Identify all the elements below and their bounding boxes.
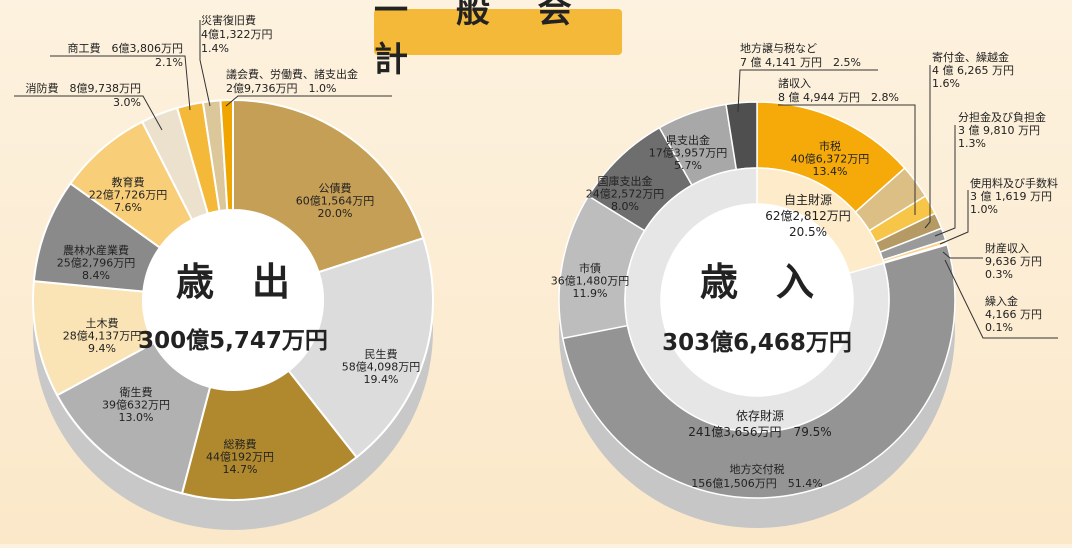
revenue-leader-2 bbox=[924, 65, 931, 229]
expenditure-label-10-name: 議会費、労働費、諸支出金 bbox=[226, 67, 358, 81]
revenue-label-9-percent: 8.0% bbox=[611, 200, 639, 213]
revenue-label-7-name: 地方交付税 bbox=[730, 462, 785, 476]
expenditure-label-7-line: 消防費 8億9,738万円 bbox=[26, 81, 142, 95]
expenditure-label-1-amount: 58億4,098万円 bbox=[342, 361, 421, 374]
revenue-label-3-amount: 3 億 9,810 万円 bbox=[958, 124, 1040, 137]
expenditure-label-10-line: 2億9,736万円 1.0% bbox=[226, 82, 336, 95]
revenue-label-0-amount: 40億6,372万円 bbox=[791, 153, 870, 166]
expenditure-label-5-amount: 25億2,796万円 bbox=[57, 257, 136, 270]
revenue-label-11-line: 7 億 4,141 万円 2.5% bbox=[740, 56, 861, 69]
revenue-inner-1-name: 依存財源 bbox=[736, 408, 784, 423]
revenue-label-6-name: 繰入金 bbox=[985, 294, 1018, 308]
revenue-chart: 歳 入 303億6,468万円 自主財源 62億2,812万円 20.5% 依存財源 241… bbox=[551, 41, 1058, 528]
revenue-leader-6 bbox=[944, 259, 1058, 339]
revenue-label-5-percent: 0.3% bbox=[985, 268, 1013, 281]
expenditure-label-9-amount: 4億1,322万円 bbox=[201, 28, 273, 41]
revenue-center-title: 歳 入 bbox=[700, 260, 814, 304]
revenue-label-10-percent: 5.7% bbox=[674, 159, 702, 172]
revenue-label-3-percent: 1.3% bbox=[958, 137, 986, 150]
revenue-label-6-amount: 4,166 万円 bbox=[985, 308, 1042, 321]
revenue-label-10-name: 県支出金 bbox=[666, 133, 710, 147]
expenditure-label-3-amount: 39億632万円 bbox=[102, 399, 170, 412]
revenue-label-10-amount: 17億3,957万円 bbox=[649, 147, 728, 160]
expenditure-label-1-percent: 19.4% bbox=[364, 373, 399, 386]
revenue-leader-3 bbox=[934, 125, 956, 237]
revenue-label-6-percent: 0.1% bbox=[985, 321, 1013, 334]
revenue-leader-11 bbox=[737, 69, 878, 113]
expenditure-label-0-amount: 60億1,564万円 bbox=[296, 195, 375, 208]
revenue-label-9-amount: 24億2,572万円 bbox=[586, 188, 665, 201]
revenue-label-11-name: 地方譲与税など bbox=[740, 41, 817, 55]
expenditure-center-title: 歳 出 bbox=[176, 260, 290, 304]
revenue-inner-1-line: 241億3,656万円 79.5% bbox=[688, 425, 831, 439]
expenditure-label-2-percent: 14.7% bbox=[223, 463, 258, 476]
revenue-label-0-name: 市税 bbox=[819, 139, 841, 153]
revenue-label-7-line: 156億1,506万円 51.4% bbox=[691, 477, 822, 490]
revenue-inner-0-name: 自主財源 bbox=[784, 192, 832, 207]
expenditure-label-8-line: 商工費 6億3,806万円 bbox=[68, 41, 184, 55]
revenue-label-2-name: 寄付金、繰越金 bbox=[932, 50, 1009, 64]
page-title: 一 般 会 計 bbox=[374, 0, 622, 80]
revenue-label-3-name: 分担金及び負担金 bbox=[958, 110, 1046, 124]
revenue-label-5-amount: 9,636 万円 bbox=[985, 255, 1042, 268]
expenditure-label-4-name: 土木費 bbox=[86, 316, 119, 330]
revenue-label-1-name: 諸収入 bbox=[778, 76, 811, 90]
expenditure-leader-8 bbox=[50, 55, 191, 111]
expenditure-leader-9 bbox=[199, 20, 211, 107]
expenditure-label-1-name: 民生費 bbox=[365, 347, 398, 361]
revenue-label-8-percent: 11.9% bbox=[573, 287, 608, 300]
expenditure-label-2-name: 総務費 bbox=[224, 437, 257, 451]
revenue-label-4-name: 使用料及び手数料 bbox=[970, 176, 1058, 190]
revenue-label-8-name: 市債 bbox=[579, 261, 601, 275]
expenditure-label-9-name: 災害復旧費 bbox=[201, 13, 256, 27]
revenue-leader-5 bbox=[942, 251, 983, 259]
expenditure-label-5-percent: 8.4% bbox=[82, 269, 110, 282]
expenditure-center bbox=[143, 210, 323, 390]
expenditure-leader-7 bbox=[14, 95, 163, 131]
revenue-inner-0-amount: 62億2,812万円 bbox=[765, 209, 851, 223]
revenue-center-total: 303億6,468万円 bbox=[662, 329, 852, 356]
revenue-label-5-name: 財産収入 bbox=[985, 241, 1029, 255]
expenditure-label-4-percent: 9.4% bbox=[88, 342, 116, 355]
revenue-center bbox=[661, 204, 853, 396]
revenue-label-0-percent: 13.4% bbox=[813, 165, 848, 178]
expenditure-label-7-percent: 3.0% bbox=[113, 96, 141, 109]
expenditure-label-6-percent: 7.6% bbox=[114, 201, 142, 214]
expenditure-label-2-amount: 44億192万円 bbox=[206, 451, 274, 464]
expenditure-label-5-name: 農林水産業費 bbox=[63, 243, 129, 257]
revenue-label-4-amount: 3 億 1,619 万円 bbox=[970, 190, 1052, 203]
revenue-label-9-name: 国庫支出金 bbox=[598, 174, 653, 188]
revenue-inner-0-percent: 20.5% bbox=[789, 225, 827, 239]
expenditure-label-6-amount: 22億7,726万円 bbox=[89, 189, 168, 202]
expenditure-leader-10 bbox=[225, 95, 392, 107]
expenditure-label-6-name: 教育費 bbox=[112, 175, 145, 189]
expenditure-label-9-percent: 1.4% bbox=[201, 42, 229, 55]
expenditure-label-3-name: 衛生費 bbox=[120, 385, 153, 399]
expenditure-label-8-percent: 2.1% bbox=[155, 56, 183, 69]
revenue-label-2-percent: 1.6% bbox=[932, 77, 960, 90]
revenue-leader-4 bbox=[939, 190, 969, 245]
revenue-label-8-amount: 36億1,480万円 bbox=[551, 275, 630, 288]
expenditure-label-4-amount: 28億4,137万円 bbox=[63, 330, 142, 343]
revenue-leader-1 bbox=[778, 104, 916, 215]
expenditure-label-0-name: 公債費 bbox=[319, 181, 352, 195]
revenue-label-1-line: 8 億 4,944 万円 2.8% bbox=[778, 91, 899, 104]
revenue-label-4-percent: 1.0% bbox=[970, 203, 998, 216]
expenditure-label-3-percent: 13.0% bbox=[119, 411, 154, 424]
expenditure-center-total: 300億5,747万円 bbox=[138, 327, 328, 354]
expenditure-label-0-percent: 20.0% bbox=[318, 207, 353, 220]
revenue-label-2-amount: 4 億 6,265 万円 bbox=[932, 64, 1014, 77]
